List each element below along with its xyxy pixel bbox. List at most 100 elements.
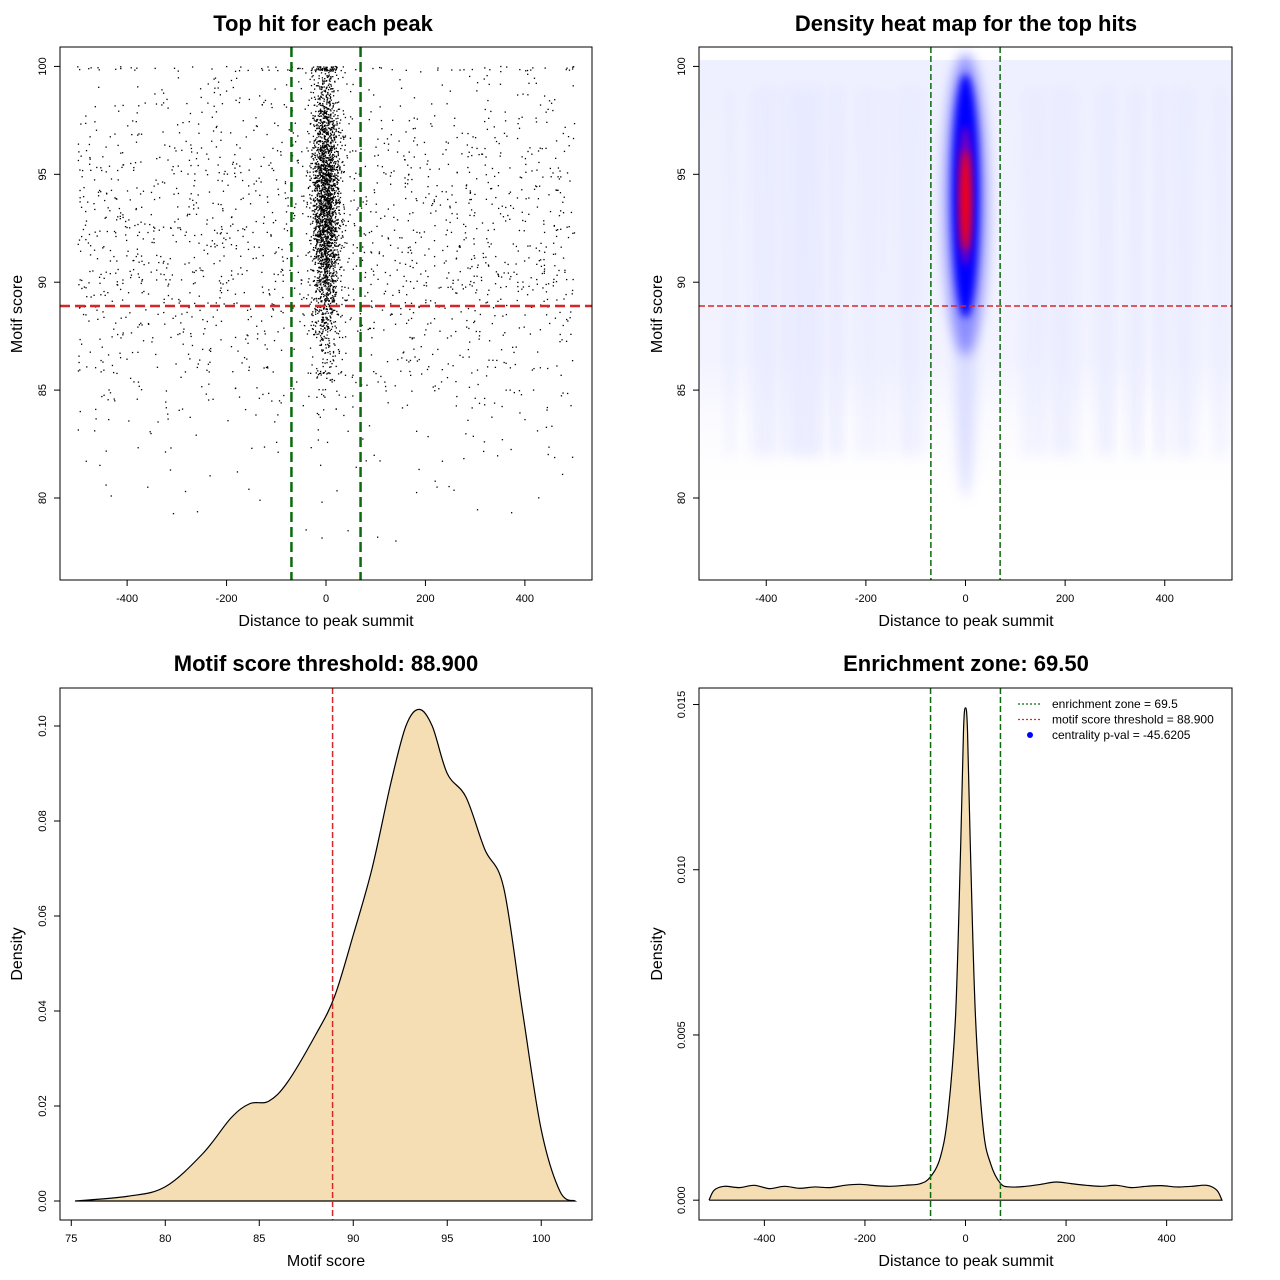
scatter-point [407,247,410,249]
scatter-point [441,190,443,193]
scatter-point [337,263,340,265]
scatter-point [455,201,457,204]
heatmap-ytick-label: 95 [676,168,688,180]
scatter-point [322,278,324,280]
scatter-point [334,174,336,177]
scatter-point [306,333,309,335]
scatter-point [474,193,476,196]
scatter-point [327,164,329,166]
scatter-point [319,230,322,233]
scatter-point [476,178,478,180]
scatter-point [343,164,345,166]
scatter-point [95,418,97,420]
scatter-point [363,233,365,235]
scatter-point [326,377,328,379]
scatter-point [90,169,92,171]
scatter-point [328,83,330,85]
legend-dot [1027,732,1033,738]
scatter-point [326,113,328,115]
scatter-point [331,212,334,214]
scatter-point [515,245,518,248]
scatter-point [415,491,418,494]
scatter-point [341,358,343,361]
scatter-point [352,395,354,397]
scatter-point [492,222,494,224]
scatter-point [318,270,320,273]
scatter-point [427,160,429,162]
scatter-point [315,138,317,140]
scatter-point [427,176,430,178]
scatter-point [339,268,341,271]
scatter-point [328,289,330,292]
scatter-point [364,295,366,297]
scatter-point [317,140,319,142]
scatter-point [360,148,362,150]
scatter-point [327,303,329,305]
scatter-point [324,173,327,175]
scatter-point [444,307,446,309]
scatter-point [338,131,340,134]
scatter-point [299,293,301,295]
scatter-point [315,336,318,339]
scatter-point [384,385,387,388]
scatter-point [89,158,91,160]
scatter-point [303,314,305,316]
scatter-point [248,369,250,372]
scatter-point [549,322,551,325]
scatter-point [249,203,252,205]
scatter-point [246,334,248,336]
scatter-point [323,185,325,187]
scatter-point [326,310,328,313]
scatter-point [153,238,155,240]
scatter-point [316,154,319,156]
scatter-point [113,230,116,233]
scatter-point [321,393,323,396]
scatter-point [129,312,131,314]
scatter-point [463,223,465,226]
scatter-point [335,150,338,152]
scatter-xlabel: Distance to peak summit [238,613,414,630]
scatter-point [521,116,523,118]
scatter-point [150,213,152,216]
scatter-point [150,432,152,435]
scatter-point [320,208,322,210]
score-density-title: Motif score threshold: 88.900 [174,651,478,676]
scatter-point [320,288,322,291]
scatter-point [317,225,319,227]
scatter-point [558,178,561,180]
scatter-point [524,418,526,421]
distance-density-curve [708,707,1223,1201]
scatter-point [324,78,326,80]
scatter-point [330,128,332,131]
scatter-point [553,278,555,281]
scatter-point [273,339,276,342]
scatter-point [337,101,340,103]
scatter-point [142,238,144,240]
scatter-point [406,183,409,185]
scatter-point [315,285,317,287]
scatter-point [331,277,333,280]
distance-density-ylabel: Density [649,927,666,980]
scatter-point [198,242,200,244]
scatter-point [469,341,471,343]
scatter-point [327,121,330,123]
scatter-point [390,183,392,185]
scatter-point [329,158,331,160]
scatter-point [330,83,332,86]
scatter-point [546,298,549,301]
scatter-point [467,166,469,169]
scatter-point [326,189,328,191]
scatter-point [544,67,546,69]
scatter-point [328,163,331,165]
scatter-point [240,267,242,269]
scatter-point [366,200,368,202]
scatter-point [333,128,335,130]
scatter-point [325,221,327,223]
scatter-point [412,128,414,130]
scatter-point [155,179,157,181]
scatter-point [314,170,316,172]
scatter-point [565,293,567,296]
scatter-point [329,129,332,131]
scatter-point [543,223,545,225]
scatter-point [333,258,335,261]
